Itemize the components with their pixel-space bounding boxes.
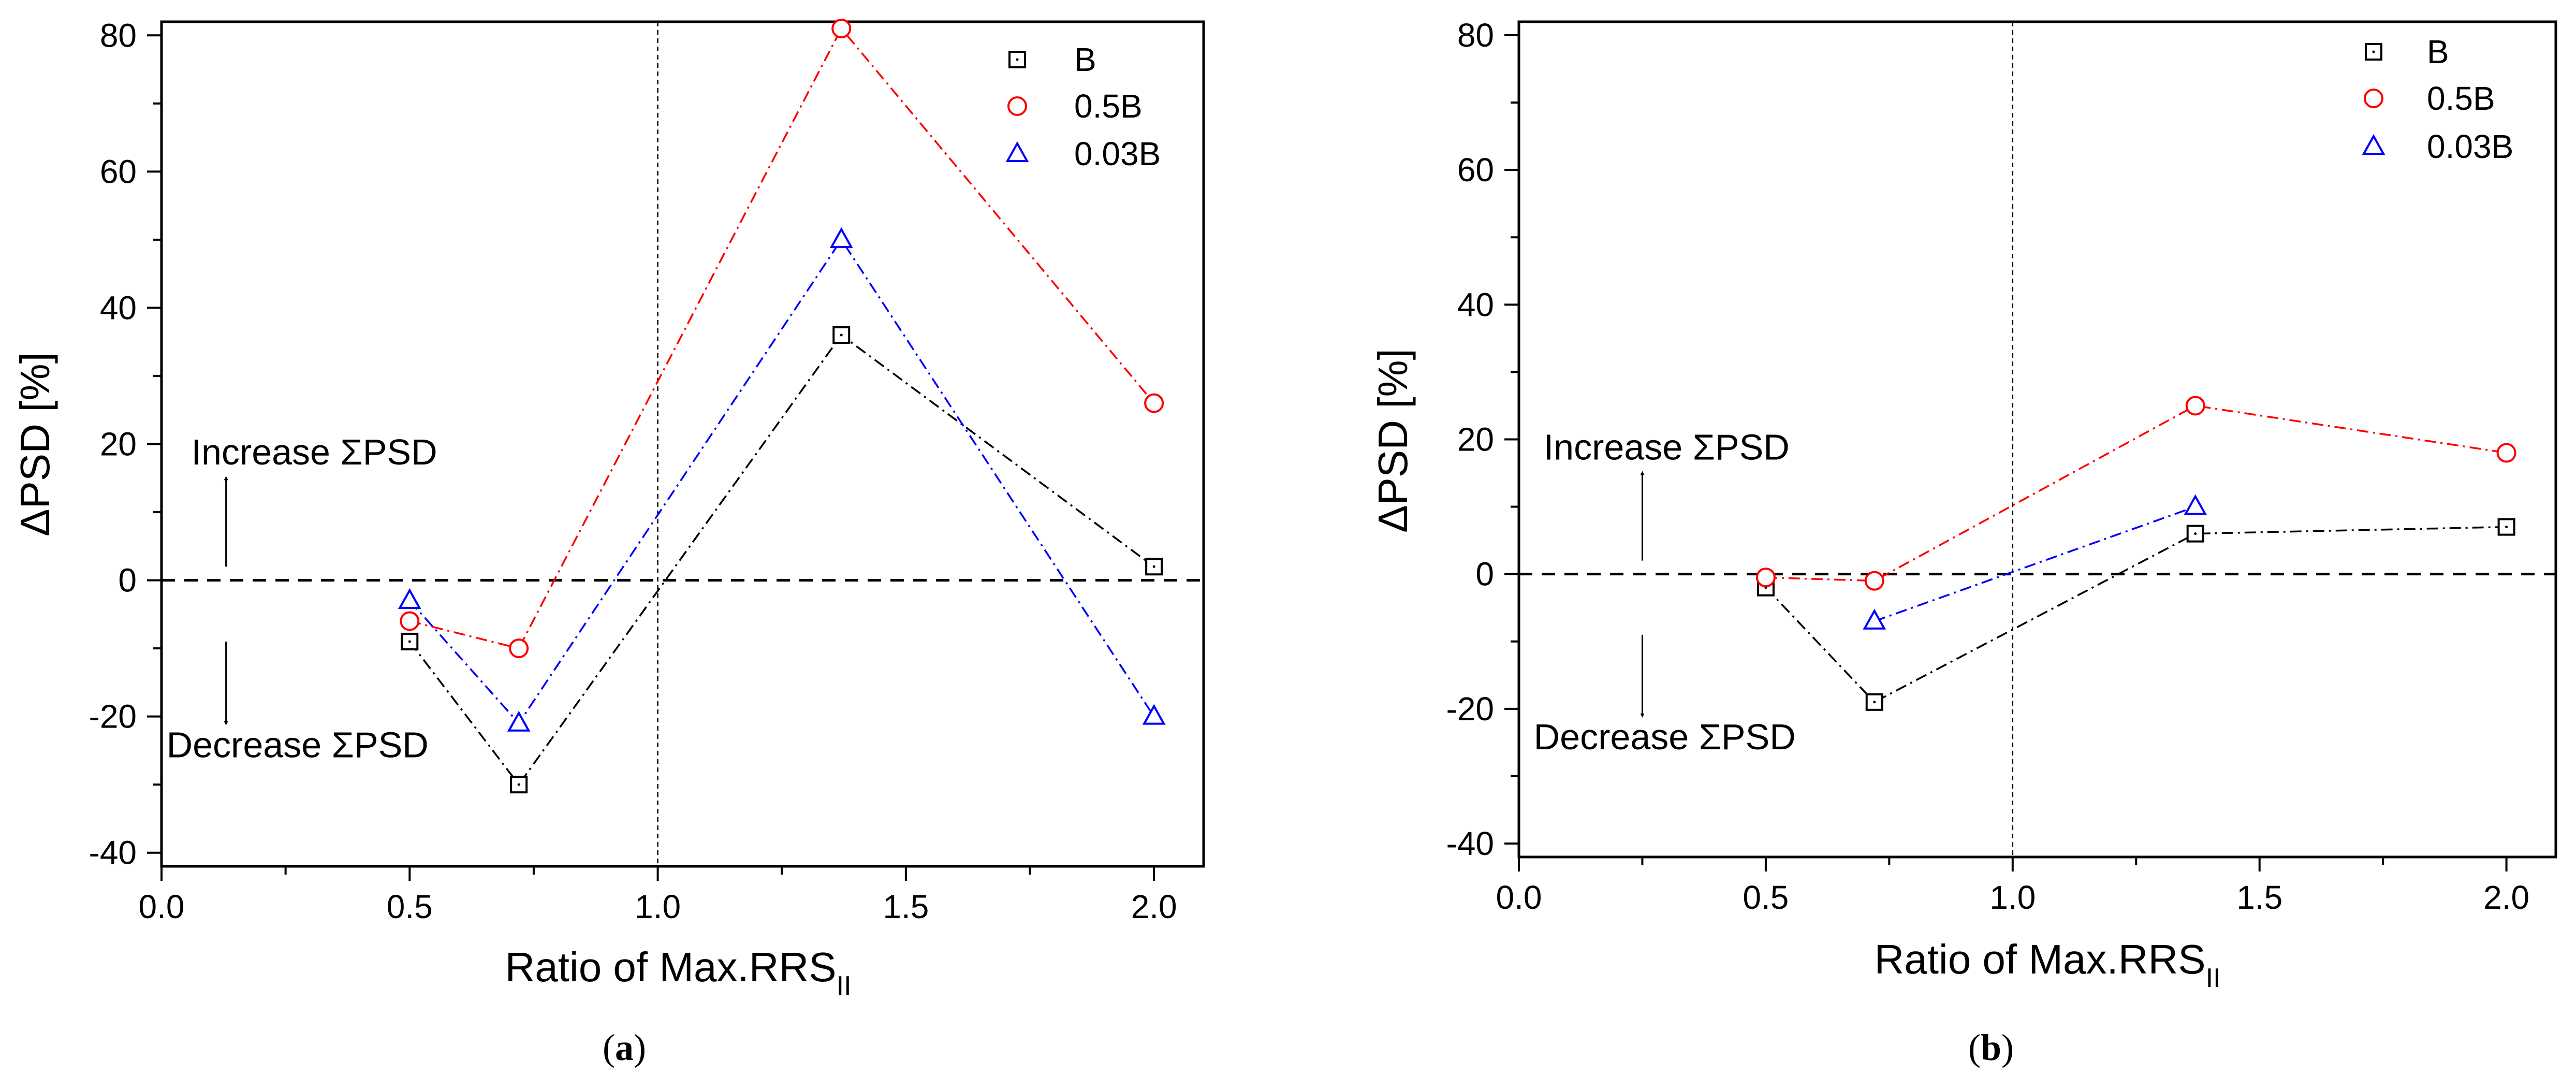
x-axis-title-text: Ratio of Max.RRS — [1874, 936, 2205, 982]
y-tick-label: 40 — [1457, 286, 1494, 323]
y-axis-title: ΔPSD [%] — [1370, 348, 1416, 533]
legend-marker-B-dot — [1016, 58, 1019, 61]
series-line-0.03B — [1874, 505, 2196, 622]
legend-marker-0.5B — [2364, 89, 2383, 108]
x-tick-label: 1.5 — [883, 888, 929, 925]
data-point-0.03B — [398, 588, 421, 609]
caption-letter: a — [615, 1027, 634, 1068]
y-tick-label: -20 — [89, 698, 137, 735]
data-point-0.03B — [2184, 494, 2207, 515]
x-axis-title-subscript: II — [2206, 963, 2221, 993]
y-tick-label: 60 — [1457, 151, 1494, 188]
legend-marker-0.5B — [1007, 96, 1027, 116]
y-tick-label: 20 — [1457, 421, 1494, 458]
panel-b: 0.0 0.5 1.0 1.5 2.0 -40 -20 0 20 40 60 80 Ratio of M… — [1370, 17, 2557, 1068]
x-axis-title-text: Ratio of Max.RRS — [505, 944, 836, 990]
series-line-0.5B — [409, 27, 1155, 650]
series-line-0.03B — [408, 238, 1155, 725]
increase-annotation: Increase ΣPSD — [192, 432, 437, 472]
caption-close-paren: ) — [2001, 1027, 2014, 1068]
x-tick-label: 1.0 — [1989, 879, 2036, 916]
x-tick-label: 1.0 — [635, 888, 681, 925]
x-tick-label: 2.0 — [2483, 879, 2529, 916]
y-tick-label: 40 — [100, 289, 137, 326]
data-point-0.03B — [1863, 608, 1886, 630]
series-line-B — [1765, 526, 2507, 703]
x-tick-label: 0.5 — [1743, 879, 1789, 916]
data-point-0.5B — [2496, 443, 2516, 463]
legend-label-0.03B: 0.03B — [1074, 135, 1161, 172]
x-tick-label: 1.5 — [2236, 879, 2282, 916]
x-tick-label: 0.5 — [387, 888, 433, 925]
series-line-0.5B — [1765, 404, 2507, 582]
y-tick-label: 80 — [100, 17, 137, 54]
series-line-B — [408, 333, 1155, 787]
x-tick-label: 0.0 — [139, 888, 185, 925]
legend-label-B: B — [2427, 33, 2449, 70]
legend-marker-0.03B — [2362, 134, 2385, 155]
data-point-B-dot — [517, 783, 520, 786]
data-point-0.5B — [831, 19, 852, 39]
data-point-B-dot — [408, 640, 411, 643]
data-point-0.5B — [1755, 568, 1776, 588]
y-tick-label: 0 — [1475, 556, 1494, 593]
increase-annotation: Increase ΣPSD — [1544, 427, 1790, 468]
data-point-B-dot — [1873, 701, 1876, 704]
legend-marker-0.03B — [1005, 141, 1029, 162]
y-tick-label: -40 — [89, 834, 137, 871]
data-point-0.5B — [1144, 393, 1164, 413]
x-tick-label: 0.0 — [1496, 879, 1542, 916]
y-tick-label: 20 — [100, 426, 137, 463]
y-axis-title: ΔPSD [%] — [12, 352, 58, 536]
legend-label-B: B — [1074, 41, 1096, 78]
y-tick-label: -20 — [1446, 690, 1495, 728]
decrease-annotation: Decrease ΣPSD — [1534, 717, 1796, 757]
data-point-0.5B — [2185, 396, 2205, 416]
decrease-annotation: Decrease ΣPSD — [167, 725, 429, 765]
data-point-0.5B — [1864, 571, 1884, 591]
x-tick-label: 2.0 — [1131, 888, 1177, 925]
panel-caption: (b) — [1968, 1027, 2014, 1068]
data-point-0.03B — [507, 710, 531, 732]
panel-caption: (a) — [603, 1027, 646, 1068]
panel-a: 0.0 0.5 1.0 1.5 2.0 -40 -20 0 20 40 60 80 Ratio of M… — [12, 17, 1205, 1068]
legend-label-0.03B: 0.03B — [2427, 128, 2513, 165]
y-tick-label: 60 — [100, 153, 137, 190]
data-point-B-dot — [2505, 526, 2508, 529]
legend-label-0.5B: 0.5B — [2427, 80, 2495, 117]
data-point-B-dot — [1152, 565, 1155, 568]
y-tick-label: 0 — [118, 562, 137, 599]
y-tick-label: 80 — [1457, 17, 1494, 54]
x-axis-title: Ratio of Max.RRSII — [505, 944, 851, 1001]
x-axis-title: Ratio of Max.RRSII — [1874, 936, 2220, 993]
data-point-0.03B — [1142, 704, 1166, 725]
legend-label-0.5B: 0.5B — [1074, 88, 1143, 125]
data-point-B-dot — [2194, 532, 2197, 535]
data-point-0.03B — [829, 227, 853, 248]
x-axis-title-subscript: II — [837, 971, 852, 1001]
data-point-0.5B — [400, 611, 420, 631]
caption-open-paren: ( — [1968, 1027, 1981, 1068]
legend-marker-B — [2365, 43, 2382, 61]
caption-close-paren: ) — [634, 1027, 646, 1068]
data-point-B-dot — [840, 333, 843, 337]
caption-letter: b — [1981, 1027, 2001, 1068]
y-tick-label: -40 — [1446, 825, 1495, 862]
caption-open-paren: ( — [603, 1027, 615, 1068]
legend-marker-B-dot — [2372, 50, 2375, 53]
data-point-0.5B — [509, 638, 529, 659]
